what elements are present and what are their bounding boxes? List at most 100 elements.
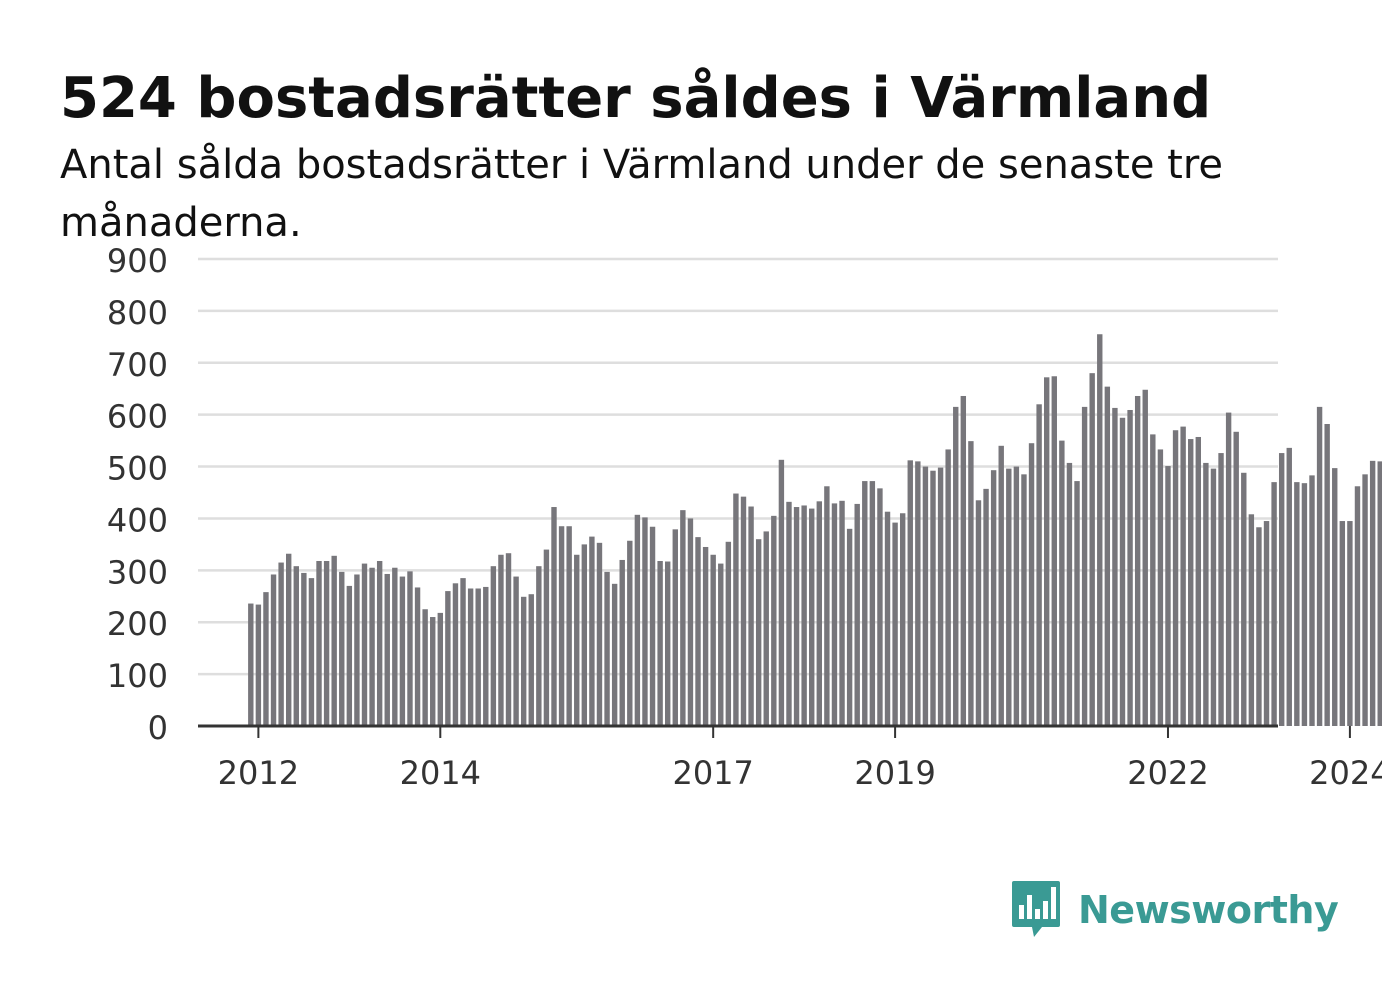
bar xyxy=(475,588,481,726)
bar xyxy=(665,561,671,726)
bar xyxy=(702,546,709,726)
bar xyxy=(778,459,785,726)
bar xyxy=(452,583,459,726)
bar xyxy=(755,539,762,726)
bar xyxy=(437,612,443,726)
bar xyxy=(793,507,800,726)
bar xyxy=(1324,424,1330,726)
bar xyxy=(945,449,951,726)
bar xyxy=(1248,514,1255,726)
bar xyxy=(824,486,830,726)
bar xyxy=(414,587,421,726)
bar xyxy=(680,510,686,726)
bar xyxy=(1195,436,1201,726)
bar xyxy=(672,529,678,726)
bar xyxy=(1028,443,1035,726)
y-tick-label: 0 xyxy=(148,709,168,747)
bar xyxy=(596,542,603,726)
bar xyxy=(1339,521,1346,726)
bar xyxy=(1097,334,1103,726)
x-tick-label: 2022 xyxy=(1127,754,1208,792)
bar xyxy=(1332,468,1338,726)
bar xyxy=(543,549,550,726)
bar xyxy=(528,594,534,726)
bar xyxy=(877,488,883,726)
y-tick-label: 900 xyxy=(107,242,168,280)
bar xyxy=(846,528,853,726)
bar xyxy=(975,500,982,726)
bar xyxy=(990,470,997,726)
bar xyxy=(1286,447,1292,726)
bar xyxy=(862,481,868,726)
bar xyxy=(536,566,542,726)
bar xyxy=(854,503,860,726)
bars xyxy=(248,334,1382,726)
bar xyxy=(839,500,845,726)
y-tick-label: 800 xyxy=(107,294,168,332)
bar xyxy=(869,481,876,726)
bar xyxy=(513,576,519,726)
bar xyxy=(1225,412,1232,726)
bar xyxy=(430,617,436,726)
y-tick-label: 300 xyxy=(107,553,168,591)
bar xyxy=(255,604,262,726)
bar xyxy=(649,526,656,726)
bar xyxy=(520,596,527,726)
bar xyxy=(293,566,299,726)
bar xyxy=(331,555,337,726)
bar xyxy=(922,466,929,726)
bar xyxy=(740,496,747,726)
bar xyxy=(1294,482,1300,726)
bar xyxy=(1051,376,1057,726)
bar xyxy=(998,445,1004,726)
bar xyxy=(983,488,989,726)
bar xyxy=(1044,377,1050,726)
bar xyxy=(278,562,284,726)
bar xyxy=(407,571,413,726)
bar xyxy=(1362,474,1368,726)
bar xyxy=(786,501,792,726)
bar xyxy=(1165,466,1171,726)
bar xyxy=(376,560,383,726)
bar xyxy=(1021,474,1027,726)
bar xyxy=(1127,409,1133,726)
bar xyxy=(323,560,330,726)
bar xyxy=(816,501,822,726)
x-tick-label: 2012 xyxy=(218,754,299,792)
bar xyxy=(1188,439,1194,726)
bar xyxy=(915,461,921,726)
bar xyxy=(316,560,322,726)
bar xyxy=(505,553,512,726)
bar xyxy=(1256,527,1262,726)
x-tick-label: 2024 xyxy=(1309,754,1382,792)
bar xyxy=(581,544,588,726)
bar xyxy=(1377,461,1382,726)
y-tick-label: 700 xyxy=(107,346,168,384)
bar xyxy=(1218,453,1224,726)
bar xyxy=(710,554,716,726)
bar xyxy=(392,567,398,726)
bar xyxy=(930,470,936,726)
x-tick-label: 2017 xyxy=(672,754,753,792)
y-axis-ticks: 0 100 200 300 400 500 600 700 800 900 xyxy=(107,242,168,747)
bar xyxy=(308,578,315,726)
bar xyxy=(1157,449,1164,726)
bar xyxy=(263,592,269,726)
bar xyxy=(801,505,807,726)
bar xyxy=(748,506,754,726)
bar xyxy=(467,588,474,726)
bar xyxy=(968,441,974,726)
bar xyxy=(1233,431,1239,726)
bar xyxy=(619,559,625,726)
x-tick-label: 2019 xyxy=(854,754,935,792)
bar xyxy=(498,554,504,726)
bar xyxy=(483,586,489,726)
bar xyxy=(1089,373,1095,726)
bar xyxy=(1150,434,1156,726)
bar xyxy=(1006,468,1012,726)
bar xyxy=(892,522,898,726)
bar xyxy=(1241,472,1247,726)
bar xyxy=(1036,404,1042,726)
y-tick-label: 200 xyxy=(107,605,168,643)
